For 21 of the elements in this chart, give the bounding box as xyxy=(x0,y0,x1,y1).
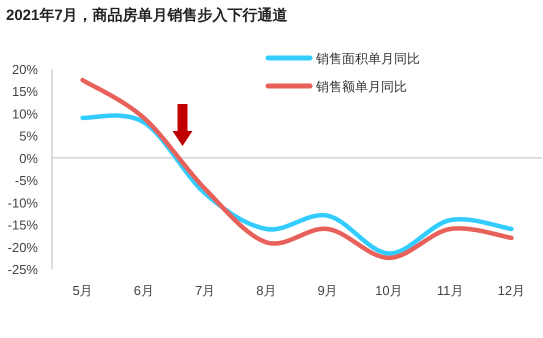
x-tick-label: 6月 xyxy=(134,283,154,298)
x-tick-label: 8月 xyxy=(256,283,276,298)
x-tick-label: 7月 xyxy=(195,283,216,298)
chart-title: 2021年7月，商品房单月销售步入下行通道 xyxy=(6,6,289,24)
legend-label: 销售额单月同比 xyxy=(315,79,407,94)
x-tick-label: 11月 xyxy=(436,283,464,298)
x-tick-label: 5月 xyxy=(72,283,93,298)
legend-label: 销售面积单月同比 xyxy=(315,51,420,66)
y-tick-label: 10% xyxy=(12,106,38,122)
y-tick-label: -10% xyxy=(8,195,38,210)
y-tick-label: 15% xyxy=(12,84,38,100)
y-tick-label: -5% xyxy=(14,173,38,188)
y-tick-label: -20% xyxy=(8,240,38,255)
y-tick-label: 0% xyxy=(19,150,38,166)
x-tick-label: 9月 xyxy=(318,283,338,298)
y-tick-label: -15% xyxy=(8,218,38,233)
x-tick-label: 10月 xyxy=(375,283,403,298)
y-tick-label: 20% xyxy=(12,62,38,77)
x-tick-label: 12月 xyxy=(498,283,526,298)
y-tick-label: -25% xyxy=(8,262,38,277)
y-tick-label: 5% xyxy=(19,128,38,144)
